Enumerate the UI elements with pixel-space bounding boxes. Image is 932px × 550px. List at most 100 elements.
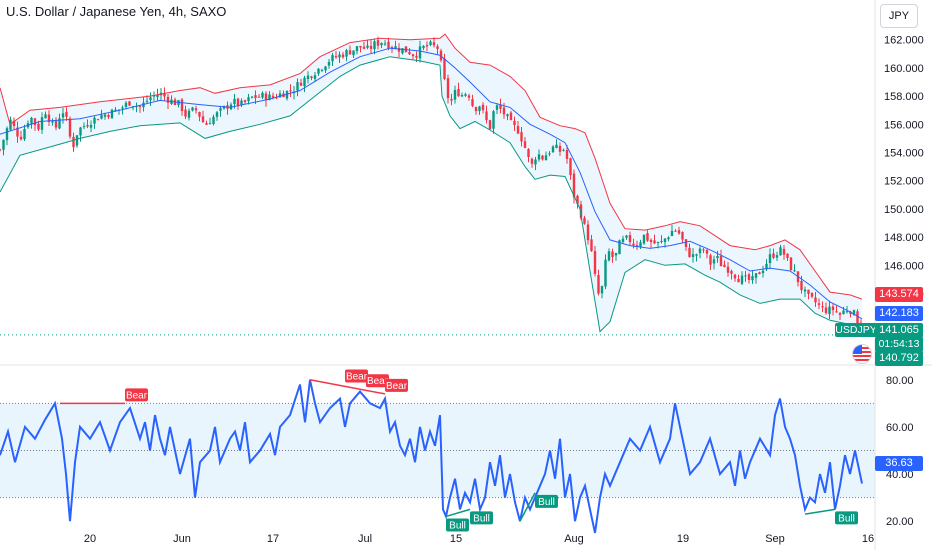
candle-body <box>747 274 751 280</box>
candle-body <box>82 126 86 128</box>
candle-body <box>208 123 212 125</box>
candle-body <box>565 150 569 159</box>
signal-text: Bull <box>449 520 466 531</box>
candle-body <box>849 311 852 315</box>
candle-body <box>138 106 142 108</box>
time-tick-label: 17 <box>267 533 279 545</box>
candle-body <box>527 149 530 158</box>
candle-body <box>51 121 54 123</box>
candle-body <box>306 75 310 80</box>
candle-body <box>201 116 205 123</box>
candle-body <box>530 158 534 164</box>
candle-body <box>362 46 366 49</box>
candle-body <box>723 264 726 267</box>
candle-body <box>355 46 359 52</box>
candle-body <box>740 275 744 284</box>
candle-body <box>324 66 327 71</box>
candle-body <box>303 77 306 87</box>
candle-body <box>9 119 12 130</box>
candle-body <box>674 230 677 232</box>
candle-body <box>835 311 838 313</box>
price-tick-label: 146.000 <box>884 260 924 272</box>
candle-body <box>513 120 516 126</box>
candle-body <box>558 146 562 152</box>
candle-body <box>187 110 191 118</box>
candle-body <box>79 127 82 136</box>
candle-body <box>803 289 807 292</box>
upper-band-price-label: 143.574 <box>875 287 923 302</box>
candle-body <box>37 123 40 130</box>
signal-text: Bull <box>538 497 555 508</box>
price-pane[interactable] <box>0 33 875 338</box>
candle-body <box>751 276 754 281</box>
candle-body <box>838 313 842 315</box>
currency-button[interactable]: JPY <box>880 4 918 28</box>
candle-body <box>621 238 625 242</box>
candle-body <box>110 109 114 119</box>
signal-text: Bear <box>386 381 408 392</box>
candle-body <box>660 241 663 243</box>
candle-body <box>754 273 758 278</box>
candle-body <box>250 96 254 98</box>
candle-body <box>443 58 446 79</box>
candle-body <box>719 255 723 267</box>
candle-body <box>772 253 775 258</box>
candle-body <box>103 114 107 117</box>
candle-body <box>40 117 44 130</box>
candle-body <box>380 42 383 46</box>
candle-body <box>5 128 9 141</box>
candle-body <box>677 230 681 234</box>
candle-body <box>492 111 495 129</box>
candle-body <box>383 43 387 45</box>
candle-body <box>831 306 835 311</box>
candle-body <box>156 94 159 97</box>
candle-body <box>467 95 471 98</box>
candle-body <box>352 50 355 56</box>
candle-body <box>635 245 639 247</box>
signal-text: Bear <box>367 376 389 387</box>
chart-title: U.S. Dollar / Japanese Yen, 4h, SAXO <box>6 4 227 19</box>
candle-body <box>415 55 418 58</box>
candle-body <box>667 237 670 240</box>
candle-body <box>562 149 565 151</box>
candle-body <box>758 272 761 275</box>
candle-body <box>516 126 520 134</box>
candle-body <box>86 125 89 127</box>
candle-body <box>348 50 352 55</box>
candle-body <box>579 204 583 219</box>
candle-body <box>271 95 275 98</box>
candle-body <box>247 97 250 102</box>
candle-body <box>30 117 33 124</box>
candle-body <box>296 82 299 91</box>
candle-body <box>828 306 831 315</box>
candle-body <box>65 112 68 117</box>
symbol-label: USDJPY <box>835 323 877 337</box>
candle-body <box>397 47 401 52</box>
candle-body <box>614 252 618 256</box>
candle-body <box>180 99 184 112</box>
candle-body <box>394 46 397 49</box>
candle-body <box>198 112 201 117</box>
price-tick-label: 154.000 <box>884 148 924 160</box>
candle-body <box>408 51 411 55</box>
candle-body <box>44 114 47 119</box>
candle-body <box>114 109 117 112</box>
candle-body <box>702 249 705 251</box>
candle-body <box>471 99 474 106</box>
rsi-tick-label: 60.00 <box>886 422 914 434</box>
candle-body <box>12 120 16 126</box>
candle-body <box>464 94 467 96</box>
candle-body <box>191 107 194 111</box>
candle-body <box>299 82 303 86</box>
price-tick-label: 162.000 <box>884 35 924 47</box>
time-tick-label: Jun <box>173 533 191 545</box>
candle-body <box>331 55 334 62</box>
candle-body <box>236 98 240 106</box>
candle-body <box>61 113 65 118</box>
candle-body <box>586 224 590 241</box>
candle-body <box>341 54 345 58</box>
candle-body <box>145 100 149 102</box>
time-tick-label: 19 <box>677 533 689 545</box>
bear-signal-label <box>125 388 148 402</box>
